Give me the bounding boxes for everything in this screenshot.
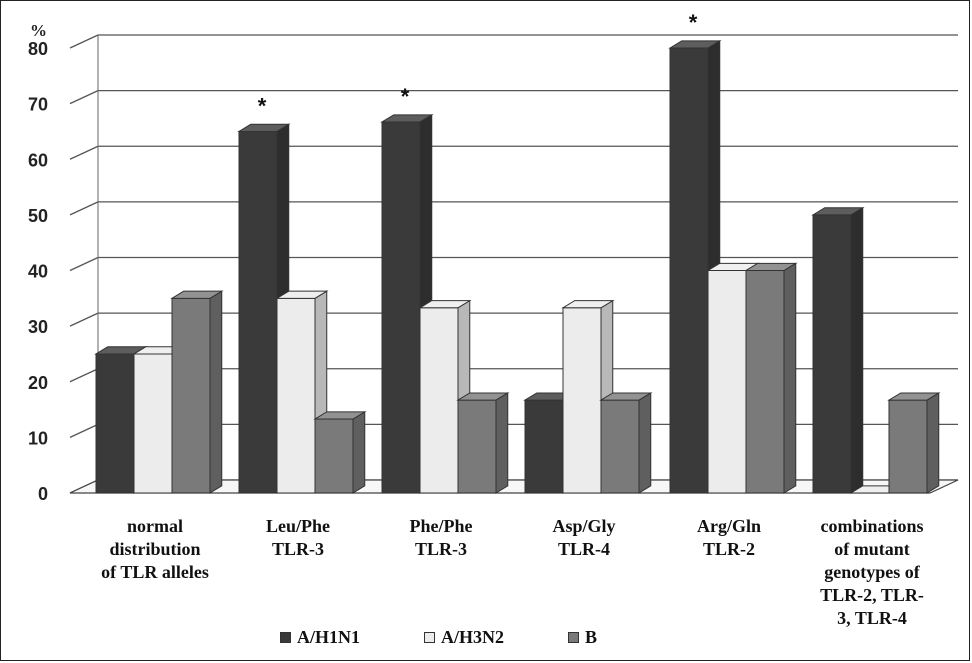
bar-top xyxy=(313,411,367,420)
legend-label: B xyxy=(585,626,598,647)
bar-top xyxy=(170,290,224,299)
y-tick-label: 80 xyxy=(28,39,48,59)
bar xyxy=(812,214,852,494)
legend-item: B xyxy=(568,627,597,648)
gridline-side xyxy=(69,312,99,327)
bar-top xyxy=(237,123,291,132)
x-tick-label: of TLR alleles xyxy=(101,562,209,582)
y-tick-label: 70 xyxy=(28,95,48,115)
bar-top xyxy=(456,392,510,401)
x-tick-label: distribution xyxy=(109,539,200,559)
y-tick-label: 10 xyxy=(28,428,48,448)
x-tick-label: of mutant xyxy=(834,539,910,559)
bar-side xyxy=(638,392,652,494)
x-tick-label: normal xyxy=(127,516,183,536)
legend-item: A/H3N2 xyxy=(424,627,504,648)
x-tick-label: TLR-2 xyxy=(703,539,755,559)
bar-side xyxy=(495,392,509,494)
bar xyxy=(600,399,640,494)
bar-top xyxy=(418,300,472,309)
bar-side xyxy=(850,206,864,494)
gridline-side xyxy=(69,423,99,438)
bar-top xyxy=(561,300,615,309)
x-tick-label: Phe/Phe xyxy=(410,516,473,536)
x-tick-label: TLR-4 xyxy=(558,539,610,559)
bar xyxy=(171,297,211,494)
x-tick-label: TLR-3 xyxy=(272,539,324,559)
bar xyxy=(457,399,497,494)
y-tick-label: 20 xyxy=(28,373,48,393)
bar xyxy=(745,270,785,494)
bar-top xyxy=(380,114,434,123)
bar-top xyxy=(744,262,798,271)
bar xyxy=(669,47,709,494)
bar-side xyxy=(783,262,797,494)
y-tick-label: 30 xyxy=(28,317,48,337)
bar-top xyxy=(599,392,653,401)
bar xyxy=(276,297,316,494)
x-tick-label: combinations xyxy=(820,516,923,536)
x-tick-label: Asp/Gly xyxy=(552,516,615,536)
gridline-side xyxy=(69,90,99,105)
bar-side xyxy=(209,290,223,494)
y-tick-label: 40 xyxy=(28,262,48,282)
legend-label: A/H3N2 xyxy=(441,626,504,647)
y-axis-label: % xyxy=(30,21,47,40)
bar xyxy=(419,307,459,494)
bar xyxy=(133,353,173,494)
bar xyxy=(707,270,747,494)
y-tick-label: 0 xyxy=(38,484,48,504)
legend-item: A/H1N1 xyxy=(280,627,360,648)
gridline-side xyxy=(69,256,99,272)
bar xyxy=(314,418,354,494)
x-tick-label: TLR-3 xyxy=(415,539,467,559)
legend-swatch xyxy=(424,631,435,643)
bar xyxy=(95,353,135,494)
bar xyxy=(381,121,421,494)
bar xyxy=(888,399,928,494)
y-tick-label: 50 xyxy=(28,206,48,226)
bar xyxy=(238,130,278,494)
x-tick-label: genotypes of xyxy=(824,562,920,582)
bar-top xyxy=(668,40,722,49)
x-tick-label: Arg/Gln xyxy=(697,516,761,536)
gridline-side xyxy=(69,368,99,383)
significance-marker: * xyxy=(689,10,698,35)
bar xyxy=(562,307,602,494)
significance-marker: * xyxy=(401,84,410,109)
bar-top xyxy=(275,290,329,299)
legend-swatch xyxy=(280,631,291,643)
bar-side xyxy=(352,410,366,494)
x-tick-label: TLR-2, TLR- xyxy=(820,585,924,605)
gridline-side xyxy=(69,145,99,160)
bar-top xyxy=(811,207,865,216)
legend-label: A/H1N1 xyxy=(297,626,360,647)
significance-marker: * xyxy=(258,93,267,118)
gridline-side xyxy=(69,34,99,49)
legend: A/H1N1 A/H3N2 B xyxy=(280,624,597,650)
bar xyxy=(524,399,564,494)
legend-swatch xyxy=(568,631,579,643)
bar-side xyxy=(926,392,940,494)
x-tick-label: 3, TLR-4 xyxy=(837,608,907,628)
x-tick-label: Leu/Phe xyxy=(266,516,330,536)
gridline-side xyxy=(69,201,99,216)
bar-top xyxy=(887,392,941,401)
y-tick-label: 60 xyxy=(28,150,48,170)
